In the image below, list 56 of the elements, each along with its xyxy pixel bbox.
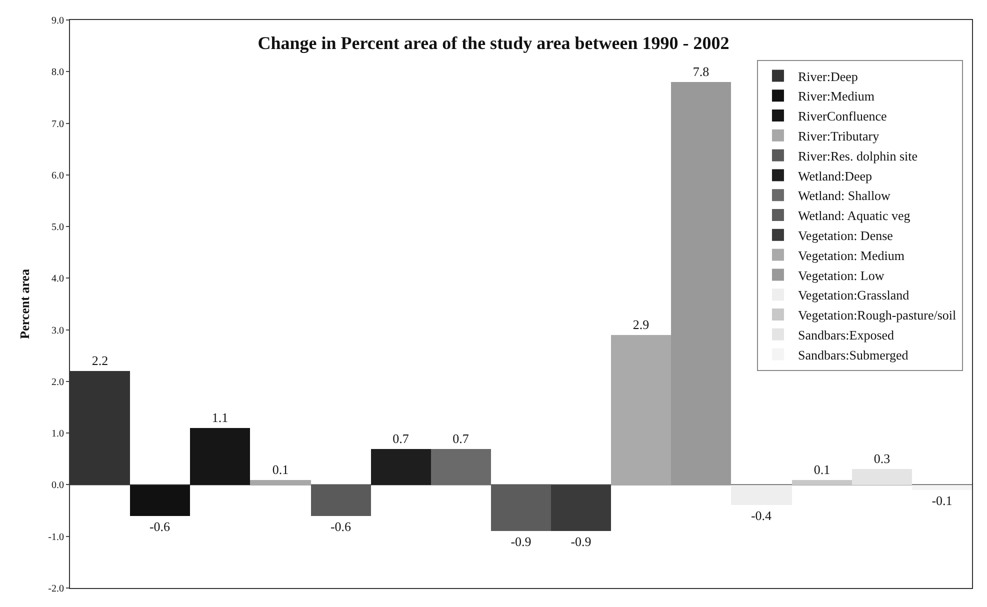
bar [671,82,731,485]
data-label: -0.6 [149,519,171,534]
data-label: 1.1 [212,410,228,425]
y-tick-label: 9.0 [52,16,64,26]
data-label: 0.1 [814,462,830,477]
y-tick-label: -1.0 [48,532,64,543]
data-label: -0.6 [330,519,352,534]
y-tick-label: 3.0 [52,325,64,336]
legend-label: Sandbars:Exposed [798,327,895,342]
legend-label: Vegetation:Grassland [798,288,910,303]
data-label: 0.7 [452,431,470,446]
data-label: -0.1 [932,493,952,508]
data-label: -0.9 [510,534,532,549]
y-axis-title: Percent area [17,268,32,339]
bar [611,335,671,485]
text: Change in Percent area of the study area between 1990 - 2002 [258,33,730,54]
legend-label: Vegetation: Medium [798,248,904,263]
legend-label: Sandbars:Submerged [798,347,909,362]
y-tick-label: 6.0 [52,170,64,182]
legend-label: Vegetation: Low [798,268,885,283]
legend-label: RiverConfluence [798,108,888,124]
bar [551,485,611,531]
y-tick-label: 4.0 [52,274,64,285]
bar [731,485,792,505]
y-tick-label: -2.0 [48,584,64,594]
legend-label: Wetland: Aquatic veg [798,208,911,224]
data-label: -0.9 [570,534,592,549]
bar [912,485,972,490]
y-tick-label: 1.0 [52,428,64,440]
legend-label: Vegetation:Rough-pasture/soil [798,308,957,323]
data-label: 0.3 [874,451,890,466]
data-label: 7.8 [692,64,710,79]
bar [190,428,250,485]
legend-label: Wetland:Deep [798,168,872,184]
y-tick-label: 0.0 [52,480,64,492]
legend-label: River:Res. dolphin site [798,148,918,164]
y-tick-label: 2.0 [52,376,64,388]
data-label: -0.4 [750,508,772,523]
y-tick-label: 7.0 [52,118,64,130]
bar [852,469,912,485]
bar [250,480,311,485]
y-tick-label: 5.0 [52,222,64,234]
legend-label: River:Deep [798,68,858,84]
data-label: 2.9 [632,317,650,332]
data-label: 2.2 [92,353,108,368]
legend-label: River:Medium [798,88,875,104]
bar [371,449,431,485]
bar [431,449,491,485]
y-tick-label: 8.0 [52,67,64,78]
data-label: 0.7 [392,431,410,446]
legend-label: Wetland: Shallow [798,188,892,204]
data-label: 0.1 [272,462,289,477]
bar [130,485,190,516]
bar [792,480,852,485]
legend-label: River:Tributary [798,128,880,144]
legend-label: Vegetation: Dense [798,228,894,243]
